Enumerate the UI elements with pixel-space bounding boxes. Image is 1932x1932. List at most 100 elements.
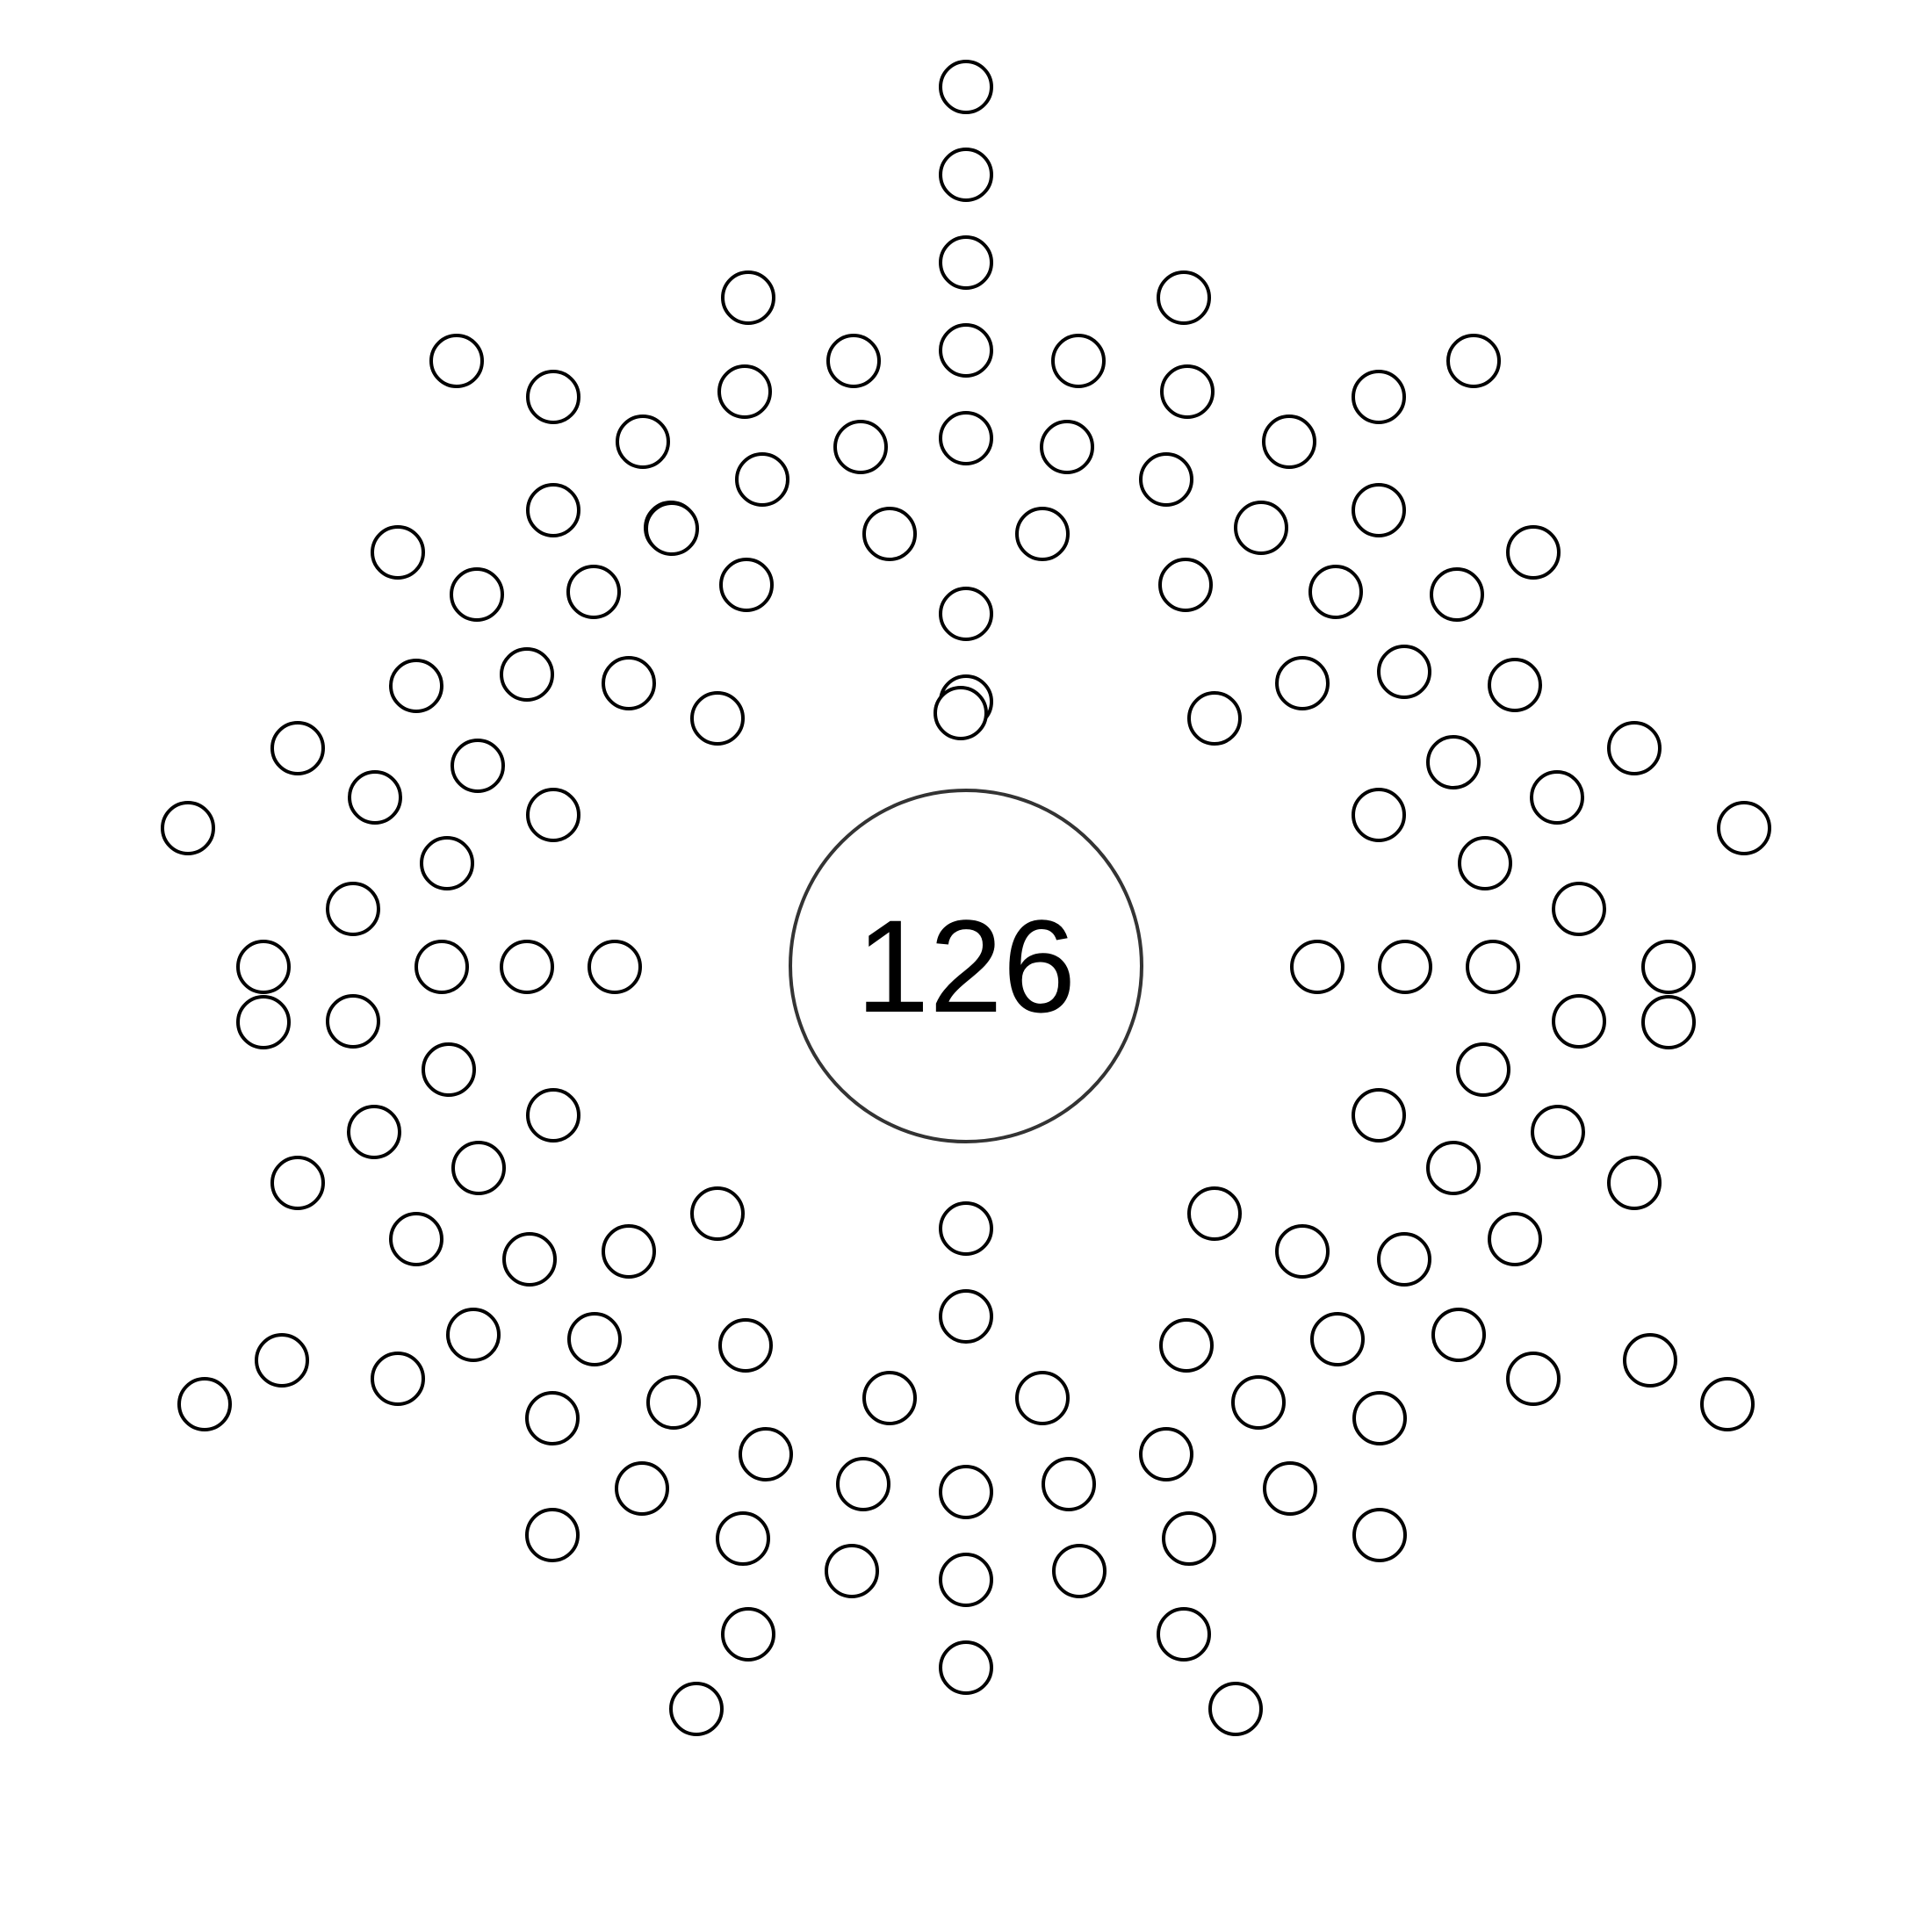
dot (500, 647, 554, 702)
dot (1015, 1371, 1070, 1425)
dot (690, 691, 745, 746)
dot (1263, 1461, 1317, 1516)
dot (1310, 1312, 1365, 1366)
dot (1607, 1156, 1662, 1210)
dot (690, 1186, 745, 1241)
dot (1290, 940, 1344, 994)
dot (371, 525, 425, 580)
dot (1234, 501, 1288, 555)
dot (1352, 370, 1406, 424)
dot (567, 1312, 622, 1366)
dot (451, 739, 505, 793)
dots-group (161, 60, 1771, 1736)
dot (177, 1377, 232, 1431)
dot (526, 788, 580, 842)
dot (669, 1682, 724, 1736)
dot (721, 1607, 775, 1662)
dot (1530, 770, 1584, 825)
dot (646, 1375, 701, 1430)
dot (836, 1457, 890, 1511)
dot (525, 1508, 580, 1562)
dot (526, 370, 580, 424)
dot (1506, 1352, 1561, 1406)
dot (446, 1308, 501, 1362)
dot (1051, 334, 1106, 388)
dot (1187, 691, 1242, 746)
dot (1275, 1224, 1330, 1279)
center-count-label: 126 (856, 892, 1076, 1040)
dot (236, 995, 291, 1049)
dot (429, 334, 484, 388)
dot (1162, 1511, 1216, 1566)
dot (825, 1544, 879, 1598)
dot (616, 415, 670, 469)
dot (1431, 1308, 1486, 1362)
dot (1456, 1042, 1510, 1097)
dot (1052, 1544, 1107, 1598)
dot (862, 1371, 917, 1425)
dot (1426, 1141, 1481, 1195)
dot (739, 1427, 793, 1481)
center-counter: 126 (789, 789, 1143, 1143)
dot (270, 721, 325, 775)
dot (348, 770, 402, 825)
dot (420, 836, 474, 890)
dot (939, 587, 993, 641)
dot (1160, 364, 1215, 419)
dot (1015, 507, 1070, 561)
dot (1040, 420, 1094, 474)
dot (1158, 558, 1213, 612)
dot (1352, 1088, 1406, 1143)
dot (718, 1318, 773, 1373)
dot (645, 501, 699, 556)
dot (422, 1042, 476, 1097)
dot (939, 1201, 993, 1256)
dot (939, 60, 993, 114)
dot (1352, 483, 1406, 537)
dot (1446, 334, 1501, 388)
dot (326, 882, 380, 936)
dot (1352, 788, 1406, 842)
dot (1208, 1682, 1263, 1736)
dot (500, 940, 554, 994)
dot (389, 659, 443, 713)
dot (1717, 801, 1771, 855)
dot (833, 420, 888, 474)
dot (1308, 565, 1363, 619)
dot (270, 1156, 325, 1210)
dot (1275, 656, 1330, 710)
dot (526, 483, 580, 537)
dot (588, 940, 642, 994)
dot (602, 1224, 656, 1279)
dot (939, 148, 993, 202)
dot (1157, 270, 1211, 325)
dot (716, 1511, 770, 1566)
dot (1641, 995, 1696, 1049)
dot (1531, 1105, 1585, 1159)
dot (1488, 1212, 1542, 1266)
dot (1552, 994, 1606, 1049)
dot (1641, 940, 1696, 994)
dot (717, 364, 772, 419)
dot (1157, 1607, 1211, 1662)
dot (1377, 1232, 1431, 1287)
dot (1231, 1375, 1286, 1430)
dot (934, 686, 988, 740)
dot (255, 1333, 309, 1388)
dot (347, 1105, 401, 1159)
dot (826, 334, 881, 388)
dot (1552, 882, 1606, 936)
dot (326, 994, 380, 1049)
dot (1607, 721, 1662, 775)
dot (371, 1352, 425, 1406)
dot (939, 1465, 993, 1519)
dot (1700, 1377, 1755, 1431)
dot (1139, 1427, 1193, 1481)
dot (939, 323, 993, 378)
dot (161, 801, 215, 855)
dot (1159, 1318, 1214, 1373)
dot (236, 940, 291, 994)
dot (1466, 940, 1520, 994)
center-ring (789, 789, 1143, 1143)
